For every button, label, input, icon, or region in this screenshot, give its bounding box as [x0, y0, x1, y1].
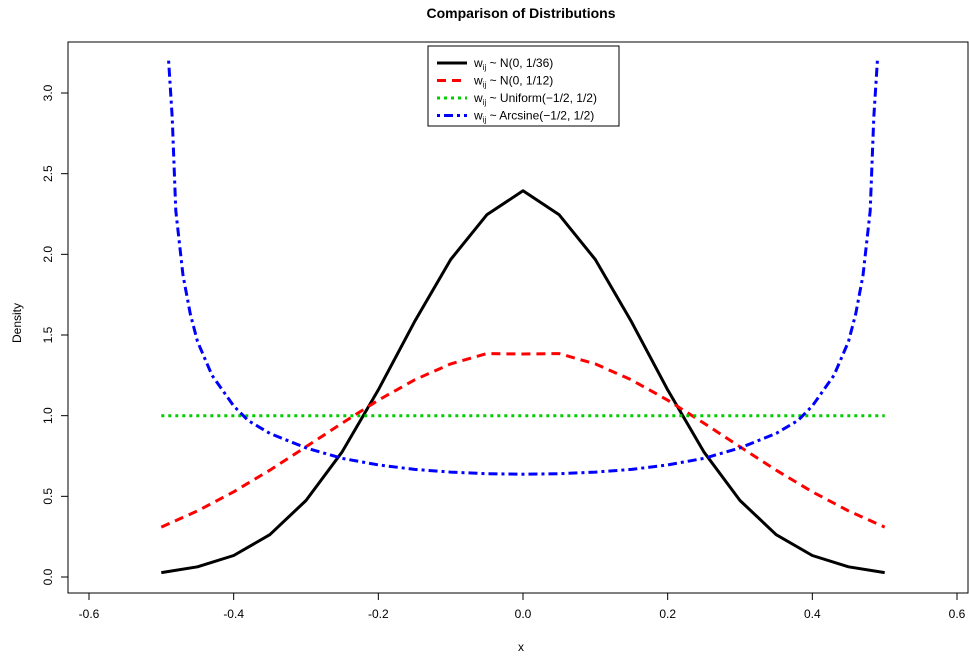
x-tick-label: 0.2 [659, 607, 676, 621]
y-tick-label: 0.5 [41, 488, 55, 505]
legend-label: wij ~ Arcsine(−1/2, 1/2) [473, 109, 594, 125]
y-axis: 0.0 0.5 1.0 1.5 2.0 2.5 3.0 [41, 84, 69, 585]
y-tick-label: 3.0 [41, 84, 55, 101]
y-tick-label: 1.0 [41, 407, 55, 424]
x-tick-label: -0.4 [223, 607, 244, 621]
x-tick-label: 0.6 [949, 607, 966, 621]
x-tick-label: 0.4 [804, 607, 821, 621]
x-tick-label: 0.0 [515, 607, 532, 621]
series-line-1 [160, 352, 886, 529]
x-tick-label: -0.6 [79, 607, 100, 621]
legend: wij ~ N(0, 1/36) wij ~ N(0, 1/12)wij ~ Un… [427, 45, 620, 127]
series-line-0 [161, 189, 885, 575]
series-line-3 [167, 60, 879, 476]
legend-box [427, 45, 620, 127]
y-tick-label: 0.0 [41, 568, 55, 585]
series-layer [160, 60, 886, 575]
x-tick-label: -0.2 [368, 607, 389, 621]
y-tick-label: 1.5 [41, 326, 55, 343]
y-tick-label: 2.5 [41, 165, 55, 182]
chart-title: Comparison of Distributions [427, 5, 616, 21]
legend-label: wij ~ N(0, 1/12) [473, 74, 553, 90]
x-axis-label: x [518, 640, 524, 654]
x-axis: -0.6 -0.4 -0.2 0.0 0.2 0.4 0.6 [79, 592, 966, 621]
y-tick-label: 2.0 [41, 246, 55, 263]
legend-label: wij ~ Uniform(−1/2, 1/2) [473, 91, 597, 107]
legend-label: wij ~ N(0, 1/36) [473, 56, 553, 72]
y-axis-label: Density [10, 303, 24, 343]
